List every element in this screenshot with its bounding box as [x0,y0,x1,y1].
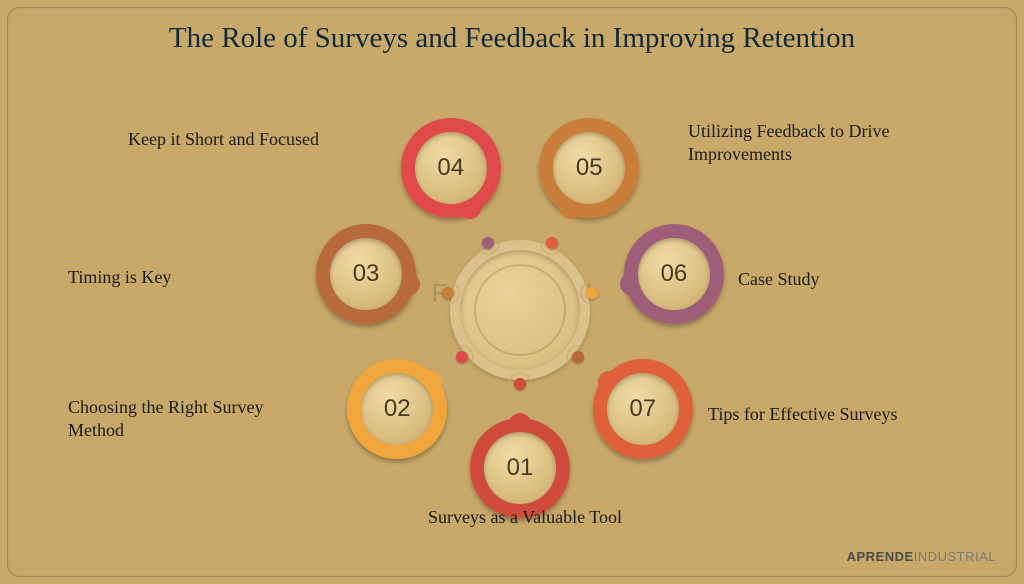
brand-part1: APRENDE [847,549,914,564]
page-background: The Role of Surveys and Feedback in Impr… [0,0,1024,584]
bubble-number: 01 [484,432,556,504]
bubble-01: 01 [470,418,570,518]
bubble-05: 05 [539,118,639,218]
bubble-number: 06 [638,238,710,310]
item-label-06: Case Study [738,268,938,291]
item-label-07: Tips for Effective Surveys [708,403,968,426]
bubble-02: 02 [347,359,447,459]
hub-dot-01 [514,378,526,390]
item-label-02: Choosing the Right Survey Method [68,396,318,441]
hub-dot-07 [572,351,584,363]
bubble-number: 03 [330,238,402,310]
bubble-06: 06 [624,224,724,324]
hub-dot-03 [442,287,454,299]
hub-dot-06 [586,287,598,299]
item-label-01: Surveys as a Valuable Tool [428,506,688,529]
bubble-number: 04 [415,132,487,204]
bubble-number: 02 [361,373,433,445]
item-label-03: Timing is Key [68,266,268,289]
brand-part2: INDUSTRIAL [914,549,996,564]
page-title: The Role of Surveys and Feedback in Impr… [8,22,1016,55]
infographic-frame: The Role of Surveys and Feedback in Impr… [7,7,1017,577]
hub-dot-04 [482,237,494,249]
hub-dot-02 [456,351,468,363]
bubble-number: 05 [553,132,625,204]
bubble-04: 04 [401,118,501,218]
bubble-07: 07 [593,359,693,459]
bubble-number: 07 [607,373,679,445]
bubble-03: 03 [316,224,416,324]
brand-logo: APRENDEINDUSTRIAL [847,549,996,564]
hub-dot-05 [546,237,558,249]
item-label-04: Keep it Short and Focused [128,128,388,151]
item-label-05: Utilizing Feedback to Drive Improvements [688,120,958,165]
